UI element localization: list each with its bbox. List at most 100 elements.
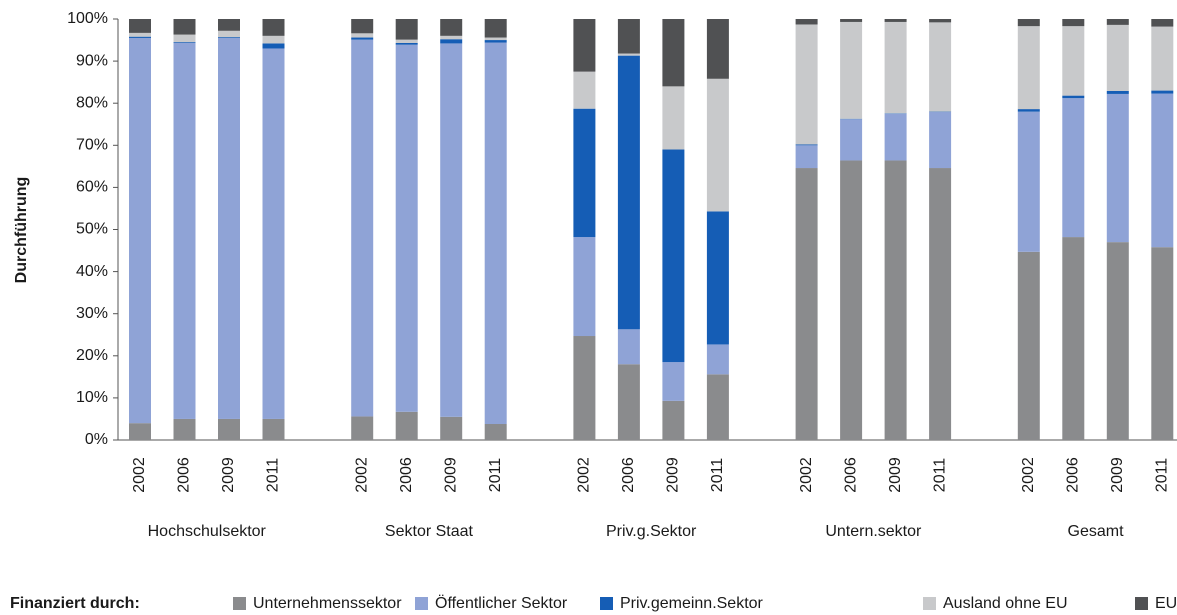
bar-segment bbox=[617, 19, 640, 54]
bar-segment bbox=[706, 344, 729, 375]
legend-title: Finanziert durch: bbox=[10, 595, 140, 612]
bar-segment bbox=[1151, 26, 1174, 91]
x-tick-label: 2009 bbox=[665, 457, 682, 493]
bar-segment bbox=[795, 144, 818, 146]
bar-segment bbox=[129, 423, 151, 440]
bar-segment bbox=[795, 19, 818, 25]
x-tick-label: 2009 bbox=[1109, 457, 1126, 493]
bar-segment bbox=[840, 21, 863, 119]
bar-segment bbox=[218, 30, 240, 38]
bar-segment bbox=[662, 400, 685, 440]
bar-segment bbox=[706, 211, 729, 345]
bar-segment bbox=[351, 37, 374, 40]
bar-segment bbox=[662, 86, 685, 150]
legend-swatch bbox=[1135, 597, 1148, 610]
bar-segment bbox=[262, 19, 285, 36]
bar-segment bbox=[706, 19, 729, 79]
bar-segment bbox=[395, 42, 418, 45]
bar-segment bbox=[884, 113, 907, 161]
y-tick-label: 50% bbox=[76, 221, 108, 238]
bar-segment bbox=[173, 34, 196, 43]
bar-segment bbox=[840, 160, 863, 440]
x-tick-label: 2002 bbox=[1020, 457, 1037, 493]
legend-label: Ausland ohne EU bbox=[943, 595, 1068, 612]
bar-segment bbox=[351, 416, 374, 440]
bar-segment bbox=[1106, 242, 1129, 440]
bar-segment bbox=[706, 78, 729, 212]
bar-segment bbox=[395, 19, 418, 40]
y-axis-label: Durchführung bbox=[13, 177, 30, 284]
bar-segment bbox=[262, 43, 285, 49]
bar-segment bbox=[484, 40, 507, 43]
bar-segment bbox=[1151, 19, 1174, 27]
bar-segment bbox=[1017, 19, 1040, 27]
bar-segment bbox=[395, 411, 418, 440]
legend-swatch bbox=[415, 597, 428, 610]
bar-segment bbox=[1062, 19, 1085, 27]
bar-segment bbox=[440, 39, 463, 44]
bar-segment bbox=[1062, 237, 1085, 440]
bar-segment bbox=[1151, 247, 1174, 440]
bar-segment bbox=[662, 149, 685, 363]
bar-segment bbox=[884, 160, 907, 440]
bar-segment bbox=[929, 19, 952, 23]
bar-segment bbox=[617, 329, 640, 365]
y-tick-label: 90% bbox=[76, 52, 108, 69]
bar-segment bbox=[795, 145, 818, 169]
bar-segment bbox=[1017, 251, 1040, 440]
bar-segment bbox=[129, 36, 151, 38]
bar-segment bbox=[617, 364, 640, 440]
x-tick-label: 2011 bbox=[1154, 458, 1171, 493]
bar-segment bbox=[840, 19, 863, 22]
bar-segment bbox=[884, 21, 907, 114]
group-label: Gesamt bbox=[1068, 523, 1125, 540]
legend-swatch bbox=[923, 597, 936, 610]
bar-segment bbox=[440, 43, 463, 417]
bar-segment bbox=[484, 19, 507, 38]
bar-segment bbox=[351, 19, 374, 34]
bar-segment bbox=[218, 37, 240, 38]
bar-segment bbox=[129, 37, 151, 424]
legend-label: Priv.gemeinn.Sektor bbox=[620, 595, 764, 612]
x-tick-label: 2006 bbox=[620, 457, 637, 493]
bar-segment bbox=[173, 19, 196, 35]
bar-segment bbox=[1017, 109, 1040, 112]
legend-label: Unternehmenssektor bbox=[253, 595, 402, 612]
x-tick-label: 2011 bbox=[709, 458, 726, 493]
y-tick-label: 70% bbox=[76, 137, 108, 154]
bar-segment bbox=[929, 112, 952, 169]
bar-segment bbox=[395, 39, 418, 43]
x-tick-label: 2002 bbox=[576, 457, 593, 493]
bar-segment bbox=[929, 168, 952, 440]
bar-segment bbox=[573, 19, 596, 72]
group-label: Hochschulsektor bbox=[148, 523, 267, 540]
legend-swatch bbox=[233, 597, 246, 610]
bar-segment bbox=[706, 374, 729, 440]
x-tick-label: 2009 bbox=[442, 457, 459, 493]
bar-segment bbox=[617, 53, 640, 56]
y-tick-label: 10% bbox=[76, 389, 108, 406]
bar-segment bbox=[484, 42, 507, 425]
y-tick-label: 20% bbox=[76, 347, 108, 364]
group-label: Priv.g.Sektor bbox=[606, 523, 697, 540]
bar-segment bbox=[440, 35, 463, 40]
x-tick-label: 2002 bbox=[353, 457, 370, 493]
bar-segment bbox=[1151, 90, 1174, 94]
bar-segment bbox=[218, 19, 240, 31]
y-tick-label: 0% bbox=[85, 431, 108, 448]
bar-segment bbox=[173, 42, 196, 43]
legend-label: Öffentlicher Sektor bbox=[435, 594, 568, 612]
bar-segment bbox=[262, 418, 285, 440]
bar-segment bbox=[1062, 26, 1085, 96]
bar-segment bbox=[573, 71, 596, 109]
y-tick-label: 80% bbox=[76, 94, 108, 111]
bar-segment bbox=[262, 48, 285, 419]
bar-segment bbox=[440, 416, 463, 440]
x-tick-label: 2006 bbox=[842, 457, 859, 493]
bar-segment bbox=[395, 44, 418, 412]
bar-segment bbox=[351, 39, 374, 417]
bar-segment bbox=[929, 22, 952, 112]
bar-segment bbox=[662, 19, 685, 87]
bar-segment bbox=[1106, 90, 1129, 94]
bar-segment bbox=[173, 418, 196, 440]
